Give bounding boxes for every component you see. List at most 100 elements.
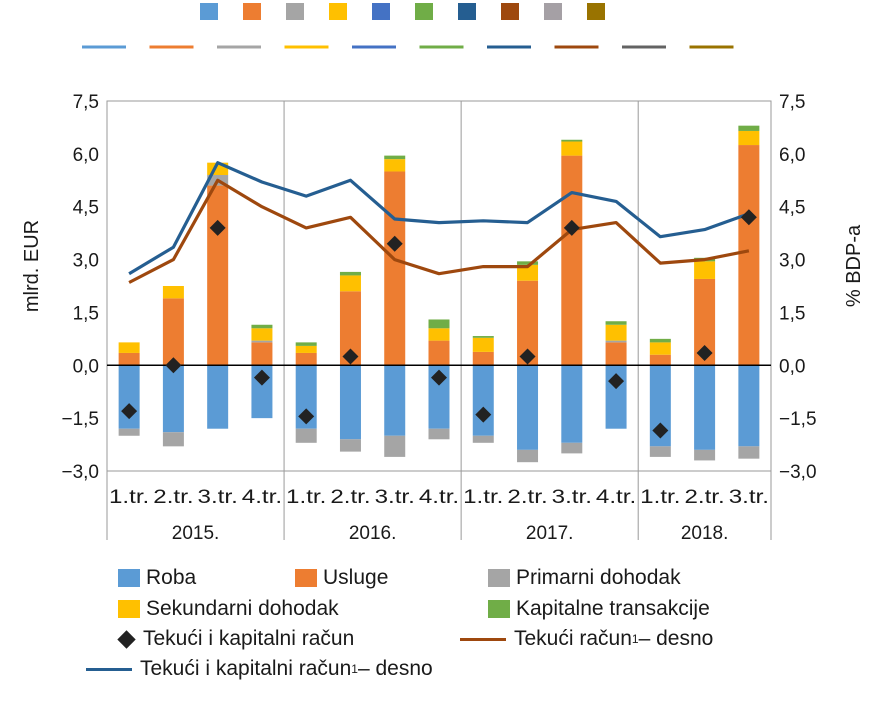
bar-roba-12 [649,365,671,447]
legend-swatch-usluge [295,569,317,587]
category-label-8: 1.tr. [463,487,503,508]
legend-item-tkr: Tekući i kapitalni račun [114,627,354,651]
bar-primarni-dohodak-0 [118,428,140,436]
bar-usluge-4 [295,352,317,366]
bar-primarni-dohodak-9 [517,449,539,463]
marker-diamond-0 [121,403,138,420]
bar-usluge-13 [694,278,716,366]
bar-kapitalne-transakcije-8 [472,336,494,338]
bar-roba-8 [472,365,494,436]
legend-swatch-roba [118,569,140,587]
right-axis-title: % BDP-a [843,224,865,307]
bar-roba-5 [339,365,361,440]
marker-diamond-3 [253,369,270,386]
bar-kapitalne-transakcije-3 [251,324,273,329]
left-tick-label: 6,0 [73,145,99,166]
bar-primarni-dohodak-8 [472,435,494,443]
legend-label-primarni: Primarni dohodak [516,566,681,589]
bar-primarni-dohodak-13 [694,449,716,461]
year-label-0: 2015. [172,523,220,544]
bar-primarni-dohodak-10 [561,442,583,454]
bar-usluge-0 [118,352,140,366]
category-label-6: 3.tr. [375,487,415,508]
right-tick-label: 1,5 [779,303,805,324]
series-line-0 [128,178,750,284]
bar-kapitalne-transakcije-6 [384,155,406,160]
bar-roba-9 [517,365,539,450]
legend-swatch-primarni [488,569,510,587]
legend-label-roba: Roba [146,566,197,589]
bar-sekundarni-dohodak-6 [384,159,406,172]
bar-primarni-dohodak-3 [251,340,273,343]
year-label-2: 2017. [526,523,574,544]
bar-roba-2 [207,365,229,429]
bar-roba-0 [118,365,140,429]
marker-diamond-10 [563,219,580,236]
top-legend-swatch-4 [372,3,390,20]
marker-diamond-5 [342,348,359,365]
bar-sekundarni-dohodak-11 [605,324,627,341]
category-label-12: 1.tr. [640,487,680,508]
category-label-0: 1.tr. [109,487,149,508]
legend-sup-tr-line: 1 [631,632,639,646]
legend-label-sekundarni: Sekundarni dohodak [146,597,339,620]
bar-kapitalne-transakcije-10 [561,139,583,142]
category-label-11: 4.tr. [596,487,636,508]
bar-usluge-12 [649,354,671,366]
top-legend-swatch-7 [501,3,519,20]
bar-roba-13 [694,365,716,450]
bar-sekundarni-dohodak-10 [561,141,583,156]
bar-roba-1 [162,365,184,433]
bar-usluge-8 [472,351,494,366]
bar-kapitalne-transakcije-14 [738,125,760,131]
bar-primarni-dohodak-14 [738,446,760,459]
bar-usluge-11 [605,342,627,366]
bar-primarni-dohodak-1 [162,432,184,447]
right-tick-label: 0,0 [779,356,805,377]
right-tick-label: 7,5 [779,92,805,113]
left-tick-label: 3,0 [73,251,99,272]
legend-item-primarni: Primarni dohodak [488,566,681,590]
left-tick-label: 0,0 [73,356,99,377]
bar-sekundarni-dohodak-1 [162,286,184,299]
category-label-2: 3.tr. [198,487,238,508]
legend-swatch-sekundarni [118,600,140,618]
legend-item-tkr-line: Tekući i kapitalni račun 1 – desno [86,657,433,681]
top-legend-swatch-1 [243,3,261,20]
bar-kapitalne-transakcije-5 [339,271,361,276]
legend: Roba Usluge Primarni dohodak Sekundarni … [86,562,850,696]
top-legend-swatch-6 [458,3,476,20]
legend-marker-diamond-icon [117,629,136,649]
left-tick-label: −1,5 [61,409,99,430]
bar-primarni-dohodak-11 [605,340,627,343]
bar-roba-14 [738,365,760,447]
bar-roba-6 [384,365,406,436]
bar-kapitalne-transakcije-9 [517,261,539,265]
right-tick-label: 4,5 [779,198,805,219]
marker-diamond-1 [165,357,182,374]
top-legend-swatch-2 [286,3,304,20]
legend-label-usluge: Usluge [323,566,389,589]
top-legend-swatch-3 [329,3,347,20]
bar-usluge-7 [428,340,450,366]
category-label-9: 2.tr. [507,487,547,508]
category-label-13: 2.tr. [684,487,724,508]
right-tick-label: −1,5 [779,409,817,430]
bar-kapitalne-transakcije-12 [649,338,671,343]
bar-sekundarni-dohodak-8 [472,337,494,352]
category-label-3: 4.tr. [242,487,282,508]
right-tick-label: 3,0 [779,251,805,272]
bar-primarni-dohodak-7 [428,428,450,440]
right-tick-label: 6,0 [779,145,805,166]
category-label-1: 2.tr. [153,487,193,508]
top-legend-swatch-8 [544,3,562,20]
bar-usluge-6 [384,171,406,366]
category-label-5: 2.tr. [330,487,370,508]
bar-usluge-2 [207,185,229,366]
bar-usluge-10 [561,155,583,366]
legend-label-tkr-line: Tekući i kapitalni račun [140,657,352,680]
left-tick-label: 7,5 [73,92,99,113]
bar-primarni-dohodak-4 [295,428,317,443]
bar-roba-7 [428,365,450,429]
marker-diamond-14 [740,209,757,226]
